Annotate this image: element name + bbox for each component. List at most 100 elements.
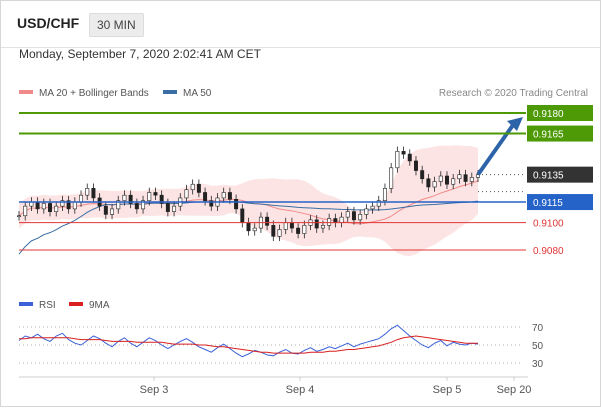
candle-body xyxy=(271,225,276,237)
candle xyxy=(153,187,158,200)
candle-body xyxy=(364,208,369,215)
credit-text: Research © 2020 Trading Central xyxy=(439,88,588,99)
candle-body xyxy=(128,194,133,204)
candle-body xyxy=(376,200,381,207)
x-axis: Sep 3 Sep 4 Sep 5 Sep 20 xyxy=(140,377,531,396)
candle-body xyxy=(314,219,319,229)
chart-header: USD/CHF 30 MIN xyxy=(1,1,600,48)
candle-body xyxy=(289,222,294,229)
candle-body xyxy=(438,175,443,182)
price-level-tag xyxy=(527,194,593,211)
candle-body xyxy=(234,199,239,210)
candle xyxy=(172,201,177,217)
candle-body xyxy=(41,203,46,210)
bollinger-legend-swatch xyxy=(19,90,33,94)
datetime-label: Monday, September 7, 2020 2:02:41 AM CET xyxy=(19,47,261,61)
candle-body xyxy=(420,170,425,180)
candle xyxy=(327,213,332,231)
rsi-tick-label: 50 xyxy=(532,341,544,352)
rsi-tick-label: 30 xyxy=(532,359,544,370)
candle-body xyxy=(432,181,437,188)
bollinger-band xyxy=(19,145,478,257)
price-level: 0.9135 xyxy=(478,166,593,193)
candle-body xyxy=(165,203,170,212)
candle xyxy=(128,190,133,209)
candle-body xyxy=(60,200,65,207)
candle-body xyxy=(333,218,338,223)
candle-body xyxy=(172,205,177,212)
candle-body xyxy=(370,205,375,210)
candle xyxy=(103,201,108,220)
candle xyxy=(296,223,301,239)
candle-body xyxy=(122,194,127,201)
candle-body xyxy=(451,178,456,185)
candle-body xyxy=(184,189,189,199)
projection-arrow xyxy=(476,123,515,176)
candle-body xyxy=(389,167,394,189)
candle-body xyxy=(320,225,325,229)
ma50-legend-label: MA 50 xyxy=(183,88,212,99)
candle-body xyxy=(457,174,462,180)
price-level-tag xyxy=(527,105,593,121)
candle xyxy=(221,187,226,203)
candle xyxy=(413,156,418,176)
rsi-plot: 70 50 30 xyxy=(18,323,544,370)
ma50-legend-swatch xyxy=(163,90,177,94)
rsi-ma-line xyxy=(19,335,478,354)
candle xyxy=(91,183,96,203)
candle xyxy=(370,201,375,214)
price-level-label: 0.9115 xyxy=(533,198,563,209)
candle-body xyxy=(203,192,208,201)
candle-body xyxy=(351,211,356,221)
candle xyxy=(184,184,189,203)
projection-arrowhead xyxy=(507,117,523,131)
candle xyxy=(190,179,195,195)
candle-body xyxy=(141,200,146,210)
candle-body xyxy=(209,200,214,207)
candle xyxy=(17,210,21,221)
candle xyxy=(277,224,282,242)
candle xyxy=(445,171,449,190)
rsi-ma-legend-swatch xyxy=(69,302,83,306)
bollinger-legend-label: MA 20 + Bollinger Bands xyxy=(39,88,149,99)
price-level-label: 0.9080 xyxy=(533,246,564,257)
rsi-tick-label: 70 xyxy=(532,323,544,334)
candle xyxy=(389,163,394,194)
candle-body xyxy=(401,151,406,155)
rsi-legend-label: RSI xyxy=(39,300,56,311)
rsi-line xyxy=(18,324,479,358)
candle-body xyxy=(445,175,449,185)
candle xyxy=(395,146,400,173)
candle xyxy=(469,172,474,187)
candle-body xyxy=(48,203,52,212)
candle-body xyxy=(283,222,288,230)
candle-body xyxy=(196,183,201,193)
candle xyxy=(209,195,214,211)
price-level-tag xyxy=(527,125,593,142)
candle xyxy=(116,195,121,214)
candle-body xyxy=(190,183,195,191)
rsi-legend-swatch xyxy=(19,302,33,306)
candle xyxy=(134,198,139,214)
candle-body xyxy=(382,188,387,201)
candle-body xyxy=(147,192,152,201)
candle xyxy=(407,149,412,166)
candle-body xyxy=(413,160,418,171)
candle-body xyxy=(277,229,282,237)
price-plot xyxy=(17,117,523,257)
candle xyxy=(196,179,201,198)
candle xyxy=(234,194,239,214)
candle-body xyxy=(240,208,245,223)
candle xyxy=(41,198,46,214)
candle-body xyxy=(116,200,121,210)
candle xyxy=(432,176,437,192)
timeframe-button[interactable]: 30 MIN xyxy=(89,13,144,37)
candle xyxy=(457,169,462,184)
price-level-label: 0.9165 xyxy=(533,130,564,141)
candle-body xyxy=(296,227,301,234)
candle-body xyxy=(407,153,412,162)
candle xyxy=(54,201,59,217)
candle-body xyxy=(153,192,158,196)
candle-body xyxy=(23,205,28,217)
